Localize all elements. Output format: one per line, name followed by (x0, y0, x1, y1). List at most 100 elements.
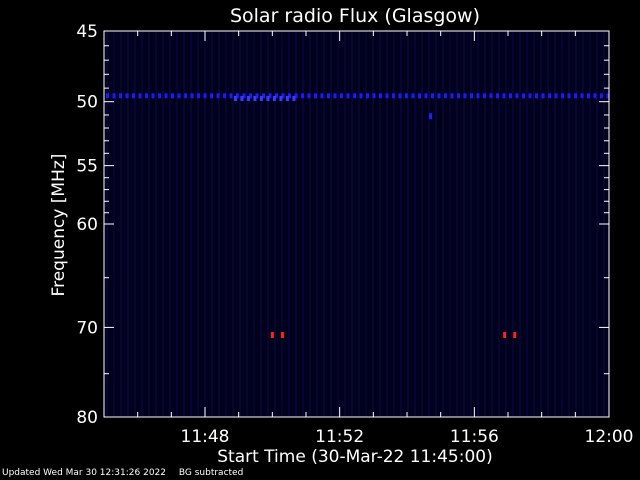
bg-subtracted-note: BG subtracted (178, 468, 244, 478)
narrowband-line-segment (255, 93, 259, 99)
narrowband-line-segment (327, 93, 330, 99)
narrowband-line-segment (262, 93, 265, 99)
narrowband-line-segment (437, 93, 441, 99)
y-axis-title: Frequency [MHz] (49, 154, 69, 297)
narrowband-line-segment (450, 93, 454, 99)
narrowband-line-segment (522, 93, 525, 99)
narrowband-line-segment (292, 95, 296, 101)
chart-title: Solar radio Flux (Glasgow) (230, 5, 480, 27)
narrowband-line-segment (359, 93, 363, 99)
narrowband-line-segment (593, 93, 597, 99)
narrowband-line-segment (502, 93, 506, 99)
narrowband-line-segment (567, 93, 571, 99)
narrowband-line-segment (268, 93, 272, 99)
narrowband-line-segment (197, 93, 200, 99)
narrowband-line-segment (554, 93, 558, 99)
narrowband-line-segment (242, 93, 246, 99)
y-tick-label: 80 (76, 408, 98, 428)
x-tick-label: 11:52 (315, 427, 364, 447)
y-tick-label: 70 (76, 318, 98, 338)
narrowband-line-segment (431, 93, 434, 99)
narrowband-line-segment (424, 93, 428, 99)
y-tick-label: 45 (76, 22, 98, 42)
narrowband-line-segment (457, 93, 460, 99)
narrowband-line-segment (253, 95, 257, 101)
narrowband-line-segment (411, 93, 415, 99)
narrowband-line-segment (112, 93, 116, 99)
narrowband-line-segment (249, 93, 252, 99)
narrowband-line-segment (236, 93, 239, 99)
narrowband-line-segment (190, 93, 194, 99)
emission-spot (270, 332, 274, 339)
narrowband-line-segment (398, 93, 402, 99)
narrowband-line-segment (314, 93, 317, 99)
narrowband-line-segment (125, 93, 129, 99)
narrowband-line-segment (340, 93, 343, 99)
narrowband-line-segment (266, 95, 270, 101)
narrowband-line-segment (463, 93, 467, 99)
narrowband-line-segment (320, 93, 324, 99)
narrowband-line-segment (489, 93, 493, 99)
x-axis-title: Start Time (30-Mar-22 11:45:00) (217, 447, 492, 467)
narrowband-line-segment (138, 93, 142, 99)
updated-timestamp: Updated Wed Mar 30 12:31:26 2022 (2, 468, 166, 478)
y-tick-label: 50 (76, 93, 98, 113)
narrowband-line-segment (366, 93, 369, 99)
narrowband-line-segment (333, 93, 337, 99)
narrowband-line-segment (405, 93, 408, 99)
narrowband-line-segment (535, 93, 538, 99)
narrowband-line-segment (106, 93, 109, 99)
narrowband-line-segment (164, 93, 168, 99)
narrowband-line-segment (379, 93, 382, 99)
narrowband-line-segment (418, 93, 421, 99)
narrowband-line-segment (600, 93, 603, 99)
narrowband-line-segment (233, 95, 237, 101)
narrowband-line-segment (483, 93, 486, 99)
y-tick-label: 55 (76, 157, 98, 177)
footer-status: Updated Wed Mar 30 12:31:26 2022 BG subt… (2, 468, 253, 478)
narrowband-line-segment (470, 93, 473, 99)
narrowband-line-segment (223, 93, 226, 99)
narrowband-line-segment (288, 93, 291, 99)
narrowband-line-segment (177, 93, 181, 99)
narrowband-line-segment (444, 93, 447, 99)
emission-spot (280, 332, 284, 339)
x-tick-label: 11:48 (181, 427, 230, 447)
narrowband-line-segment (171, 93, 174, 99)
narrowband-line-segment (210, 93, 213, 99)
narrowband-line-segment (294, 93, 298, 99)
narrowband-line-segment (372, 93, 376, 99)
narrowband-line-segment (606, 93, 610, 99)
narrowband-line-segment (528, 93, 532, 99)
narrowband-line-segment (119, 93, 122, 99)
emission-spot (429, 113, 433, 120)
narrowband-line-segment (203, 93, 207, 99)
narrowband-line-segment (132, 93, 135, 99)
y-tick-label: 60 (76, 215, 98, 235)
narrowband-line-segment (158, 93, 161, 99)
narrowband-line-segment (353, 93, 356, 99)
narrowband-line-segment (272, 95, 276, 101)
narrowband-line-segment (246, 95, 250, 101)
narrowband-line-segment (385, 93, 389, 99)
narrowband-line-segment (240, 95, 244, 101)
x-tick-label: 12:00 (585, 427, 634, 447)
narrowband-line-segment (346, 93, 350, 99)
narrowband-line-segment (301, 93, 304, 99)
narrowband-line-segment (587, 93, 590, 99)
emission-spot (503, 332, 507, 339)
axis-labels: 11:48 11:52 11:56 12:00 45 50 55 60 70 80 (76, 22, 633, 447)
narrowband-line-segment (574, 93, 577, 99)
narrowband-line-segment (496, 93, 499, 99)
narrowband-line-segment (145, 93, 148, 99)
x-tick-label: 11:56 (450, 427, 499, 447)
narrowband-line-segment (285, 95, 289, 101)
narrowband-line-segment (281, 93, 285, 99)
axis-ticks (104, 30, 610, 418)
narrowband-line-segment (580, 93, 584, 99)
narrowband-line-segment (515, 93, 519, 99)
narrowband-line-segment (476, 93, 480, 99)
narrowband-line-segment (561, 93, 564, 99)
emission-spot (513, 332, 517, 339)
